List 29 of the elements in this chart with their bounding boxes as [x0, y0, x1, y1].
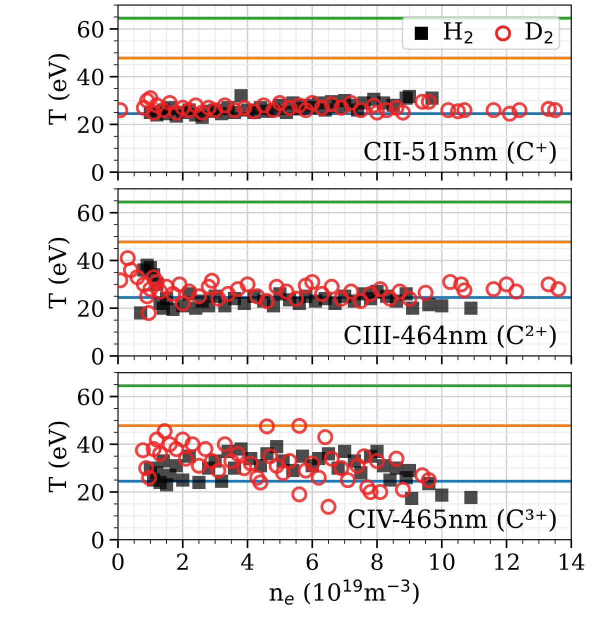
annotation: CIII-464nm (C²⁺)	[344, 325, 556, 348]
x-tick-label: 0	[112, 553, 124, 570]
x-tick-label: 8	[371, 553, 383, 570]
x-tick-label: 4	[241, 553, 254, 570]
y-axis-title: T (eV)	[48, 54, 70, 125]
y-tick-label: 60	[78, 20, 104, 38]
y-tick-label: 20	[78, 484, 104, 501]
y-tick-label: 0	[92, 164, 104, 181]
y-tick-label: 20	[78, 300, 104, 317]
y-axis-title: T (eV)	[48, 238, 70, 309]
annotation: CIV-465nm (C³⁺)	[348, 508, 556, 532]
y-tick-label: 40	[77, 252, 104, 270]
x-tick-label: 2	[177, 553, 188, 570]
x-axis-title: n$_{e}$ (10$^{19}$m$^{−3}$)	[270, 579, 419, 605]
annotation: CII-515nm (C⁺)	[364, 141, 556, 164]
x-tick-label: 12	[495, 553, 518, 570]
y-tick-label: 20	[78, 116, 104, 134]
x-tick-label: 14	[560, 553, 584, 570]
y-tick-label: 60	[78, 388, 104, 406]
y-tick-label: 40	[77, 68, 104, 86]
y-tick-label: 0	[92, 532, 104, 548]
x-tick-label: 6	[306, 553, 318, 570]
y-tick-label: 0	[92, 348, 104, 365]
y-tick-label: 60	[78, 204, 104, 222]
y-axis-title: T (eV)	[48, 422, 70, 492]
legend-label: H$_{2}$	[444, 22, 472, 44]
y-tick-label: 40	[77, 436, 104, 454]
x-tick-label: 10	[430, 553, 454, 570]
legend-label: D$_{2}$	[526, 22, 552, 44]
